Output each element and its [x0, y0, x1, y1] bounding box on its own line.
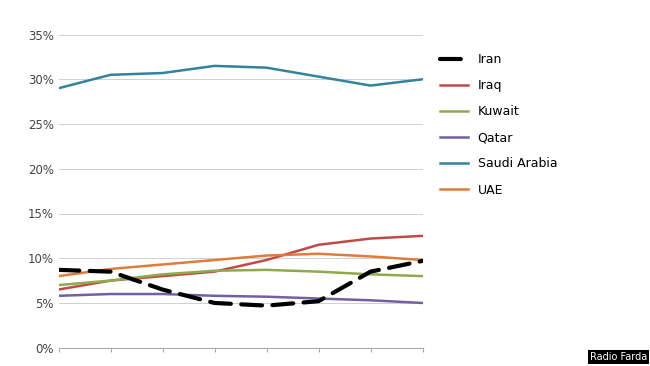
Text: Radio Farda: Radio Farda	[590, 352, 647, 362]
Legend: Iran, Iraq, Kuwait, Qatar, Saudi Arabia, UAE: Iran, Iraq, Kuwait, Qatar, Saudi Arabia,…	[436, 48, 562, 202]
